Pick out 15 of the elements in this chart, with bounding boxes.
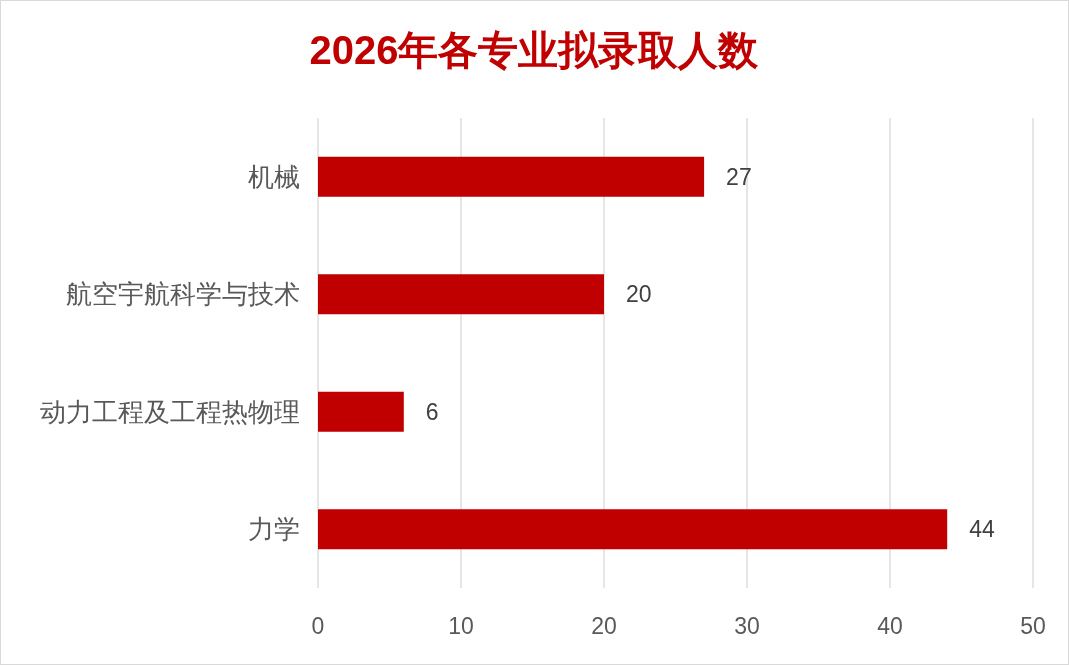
category-label: 力学 xyxy=(248,514,300,545)
category-label: 动力工程及工程热物理 xyxy=(40,396,300,427)
title: 2026年各专业拟录取人数 xyxy=(309,28,759,72)
data-label: 44 xyxy=(969,516,995,543)
data-label: 6 xyxy=(425,398,439,425)
data-label: 20 xyxy=(626,281,652,308)
tick-label: 20 xyxy=(591,613,617,639)
tick-label: 10 xyxy=(448,613,474,639)
data-label: 27 xyxy=(726,163,752,190)
category-label: 航空宇航科学与技术 xyxy=(66,279,300,310)
tick-label: 30 xyxy=(734,613,760,639)
tick-label: 50 xyxy=(1020,613,1046,639)
tick-label: 0 xyxy=(311,613,325,639)
category-label: 机械 xyxy=(248,161,300,192)
tick-label: 40 xyxy=(877,613,903,639)
